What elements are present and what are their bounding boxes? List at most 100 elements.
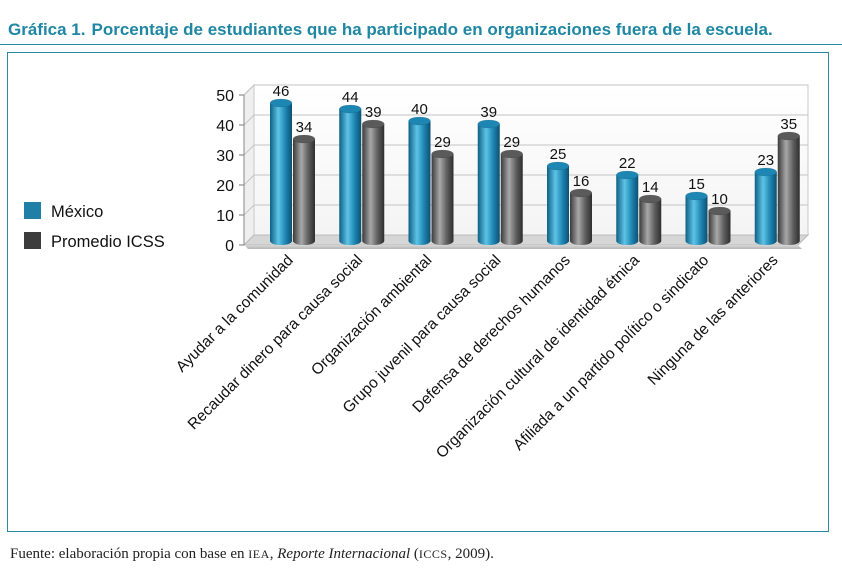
legend-mexico-label: México xyxy=(51,203,103,221)
icss-bar xyxy=(777,131,800,245)
gridline xyxy=(243,114,808,126)
mexico-bar-top xyxy=(477,119,500,129)
icss-bar-body xyxy=(639,199,662,245)
icss-bar-top xyxy=(639,194,662,204)
x-category-label: Ayudar a la comunidad xyxy=(173,252,297,376)
icss-bar-body xyxy=(500,154,523,245)
data-label: 14 xyxy=(642,179,659,196)
legend-mexico: México xyxy=(24,202,103,221)
mexico-bar-body xyxy=(270,103,292,245)
data-label: 16 xyxy=(573,173,590,190)
icss-bar-top xyxy=(431,149,454,159)
legend-icss: Promedio ICSS xyxy=(24,232,165,251)
data-label: 25 xyxy=(550,146,567,163)
y-tick-label: 40 xyxy=(216,118,234,135)
mexico-bar-top xyxy=(685,191,708,201)
source-report-title: Reporte Internacional xyxy=(277,546,411,562)
icss-bar xyxy=(292,134,316,245)
source-text: Fuente: elaboración propia con base en xyxy=(10,546,249,562)
icss-bar xyxy=(639,194,662,245)
source-note: Fuente: elaboración propia con base en I… xyxy=(10,546,494,563)
source-year: , 2009). xyxy=(447,546,494,562)
y-axis-ticks: 0 10 20 30 40 50 xyxy=(216,88,245,255)
icss-bar-body xyxy=(362,124,385,245)
y-tick-label: 20 xyxy=(216,178,234,195)
icss-bar-top xyxy=(569,188,593,198)
legend-icss-label: Promedio ICSS xyxy=(51,233,165,251)
icss-bar-top xyxy=(777,131,800,141)
mexico-bar-body xyxy=(547,166,569,245)
bars xyxy=(269,98,800,245)
chart-frame: 0 10 20 30 40 50 46 34 44 39 40 29 39 29 25 16 22 14 15 10… xyxy=(7,52,829,532)
data-label: 34 xyxy=(296,119,313,136)
y-tick-label: 10 xyxy=(216,208,234,225)
icss-bar-top xyxy=(500,149,523,159)
plot-floor xyxy=(242,234,810,249)
mexico-bar-body xyxy=(477,124,500,245)
side-wall xyxy=(243,83,255,247)
mexico-bar xyxy=(269,98,293,245)
icss-bar xyxy=(362,119,385,245)
y-tick-label: 30 xyxy=(216,148,234,165)
mexico-bar-top xyxy=(269,98,293,108)
icss-bar-body xyxy=(293,139,315,245)
y-tick-label: 50 xyxy=(216,88,234,105)
mexico-bar-top xyxy=(754,167,777,177)
icss-bar-top xyxy=(708,206,731,216)
mexico-bar xyxy=(616,170,639,245)
icss-bar xyxy=(500,149,523,245)
chart-title-text: Porcentaje de estudiantes que ha partici… xyxy=(91,20,773,39)
data-label: 15 xyxy=(688,176,705,193)
icss-bar xyxy=(569,188,593,245)
data-label: 10 xyxy=(711,191,728,208)
mexico-bar-body xyxy=(408,121,431,245)
y-tick-label: 0 xyxy=(225,238,234,255)
data-labels: 46 34 44 39 40 29 39 29 25 16 22 14 15 10 23 35 xyxy=(273,83,797,208)
data-label: 35 xyxy=(780,116,797,133)
icss-bar-top xyxy=(362,119,385,129)
chart-title: Gráfica 1. Porcentaje de estudiantes que … xyxy=(8,20,773,40)
data-label: 44 xyxy=(342,89,359,106)
mexico-bar xyxy=(754,167,777,245)
title-divider xyxy=(0,44,842,45)
data-label: 29 xyxy=(434,134,451,151)
x-category-label: Ninguna de las anteriores xyxy=(645,252,782,389)
chart-title-prefix: Gráfica 1. xyxy=(8,20,86,39)
source-comma: , xyxy=(269,546,278,562)
mexico-bar-top xyxy=(339,104,362,114)
legend-icss-swatch xyxy=(24,232,41,249)
mexico-bar xyxy=(685,191,708,245)
mexico-bar xyxy=(408,116,431,245)
icss-bar xyxy=(431,149,454,245)
mexico-bar-body xyxy=(616,175,639,245)
source-study: ICCS xyxy=(418,547,448,561)
gridline xyxy=(243,144,808,156)
mexico-bar-top xyxy=(408,116,431,126)
mexico-bar-top xyxy=(616,170,639,180)
legend: México Promedio ICSS xyxy=(24,202,165,251)
data-label: 39 xyxy=(365,104,382,121)
mexico-bar xyxy=(546,161,570,245)
mexico-bar-body xyxy=(685,196,708,245)
floor-edge xyxy=(244,245,802,249)
mexico-bar-body xyxy=(339,109,362,245)
mexico-bar xyxy=(477,119,500,245)
icss-bar-body xyxy=(431,154,454,245)
source-org: IEA xyxy=(248,547,270,561)
gridline xyxy=(243,84,808,96)
bar-chart: 0 10 20 30 40 50 46 34 44 39 40 29 39 29 25 16 22 14 15 10… xyxy=(24,83,810,462)
data-label: 40 xyxy=(411,101,428,118)
mexico-bar-body xyxy=(754,172,777,245)
data-label: 39 xyxy=(480,104,497,121)
icss-bar xyxy=(708,206,731,245)
data-label: 46 xyxy=(273,83,290,100)
data-label: 29 xyxy=(503,134,520,151)
mexico-bar xyxy=(339,104,362,245)
icss-bar-top xyxy=(292,134,316,144)
x-category-label: Organización ambiental xyxy=(308,252,435,379)
data-label: 23 xyxy=(757,152,774,169)
data-label: 22 xyxy=(619,155,636,172)
legend-mexico-swatch xyxy=(24,202,41,219)
icss-bar-body xyxy=(570,193,592,245)
